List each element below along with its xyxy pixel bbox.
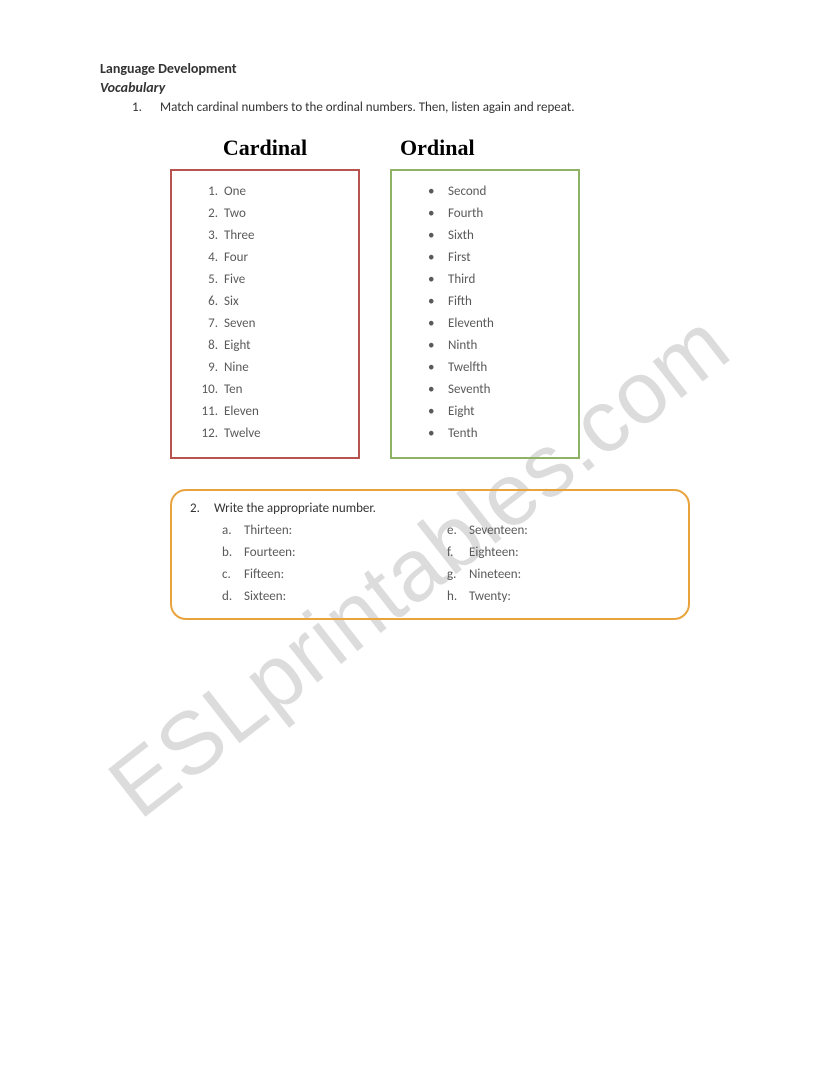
list-item: Third xyxy=(428,269,558,291)
list-item: 7.Seven xyxy=(192,313,338,335)
list-item: Fifth xyxy=(428,291,558,313)
exercise2-columns: a.Thirteen: b.Fourteen: c.Fifteen: d.Six… xyxy=(222,520,672,608)
ordinal-list: Second Fourth Sixth First Third Fifth El… xyxy=(412,181,558,445)
exercise2-number: 2. xyxy=(190,501,214,516)
list-item: 12.Twelve xyxy=(192,423,338,445)
list-item: 2.Two xyxy=(192,203,338,225)
exercise2-right-col: e.Seventeen: f.Eighteen: g.Nineteen: h.T… xyxy=(447,520,672,608)
list-item: d.Sixteen: xyxy=(222,586,447,608)
exercise1-instruction: 1. Match cardinal numbers to the ordinal… xyxy=(132,100,738,115)
list-item: Fourth xyxy=(428,203,558,225)
page-title: Language Development xyxy=(100,60,738,77)
cardinal-box: 1.One 2.Two 3.Three 4.Four 5.Five 6.Six … xyxy=(170,169,360,459)
ordinal-box: Second Fourth Sixth First Third Fifth El… xyxy=(390,169,580,459)
list-item: h.Twenty: xyxy=(447,586,672,608)
list-item: 1.One xyxy=(192,181,338,203)
list-item: Eleventh xyxy=(428,313,558,335)
exercise2-left-list: a.Thirteen: b.Fourteen: c.Fifteen: d.Six… xyxy=(222,520,447,608)
list-item: 5.Five xyxy=(192,269,338,291)
list-item: Seventh xyxy=(428,379,558,401)
exercise1-text: Match cardinal numbers to the ordinal nu… xyxy=(160,100,574,115)
list-item: 4.Four xyxy=(192,247,338,269)
exercise2-right-list: e.Seventeen: f.Eighteen: g.Nineteen: h.T… xyxy=(447,520,672,608)
list-item: 3.Three xyxy=(192,225,338,247)
list-item: f.Eighteen: xyxy=(447,542,672,564)
list-item: 11.Eleven xyxy=(192,401,338,423)
exercise2-box: 2. Write the appropriate number. a.Thirt… xyxy=(170,489,690,620)
list-item: First xyxy=(428,247,558,269)
list-item: Second xyxy=(428,181,558,203)
cardinal-list: 1.One 2.Two 3.Three 4.Four 5.Five 6.Six … xyxy=(192,181,338,445)
list-item: a.Thirteen: xyxy=(222,520,447,542)
list-item: b.Fourteen: xyxy=(222,542,447,564)
list-item: 10.Ten xyxy=(192,379,338,401)
exercise1-number: 1. xyxy=(132,100,160,115)
list-item: g.Nineteen: xyxy=(447,564,672,586)
list-item: 9.Nine xyxy=(192,357,338,379)
exercise2-text: Write the appropriate number. xyxy=(214,501,376,516)
boxes-row: 1.One 2.Two 3.Three 4.Four 5.Five 6.Six … xyxy=(170,169,738,459)
page-subtitle: Vocabulary xyxy=(100,79,738,96)
exercise2-instruction: 2. Write the appropriate number. xyxy=(190,501,672,516)
ordinal-header: Ordinal xyxy=(370,135,600,161)
list-item: 8.Eight xyxy=(192,335,338,357)
list-item: Eight xyxy=(428,401,558,423)
exercise2-left-col: a.Thirteen: b.Fourteen: c.Fifteen: d.Six… xyxy=(222,520,447,608)
list-item: Sixth xyxy=(428,225,558,247)
cardinal-header: Cardinal xyxy=(160,135,370,161)
list-item: e.Seventeen: xyxy=(447,520,672,542)
list-item: Tenth xyxy=(428,423,558,445)
list-item: Twelfth xyxy=(428,357,558,379)
list-item: 6.Six xyxy=(192,291,338,313)
list-item: Ninth xyxy=(428,335,558,357)
worksheet-page: Language Development Vocabulary 1. Match… xyxy=(0,0,838,620)
list-item: c.Fifteen: xyxy=(222,564,447,586)
column-headers: Cardinal Ordinal xyxy=(160,135,738,161)
